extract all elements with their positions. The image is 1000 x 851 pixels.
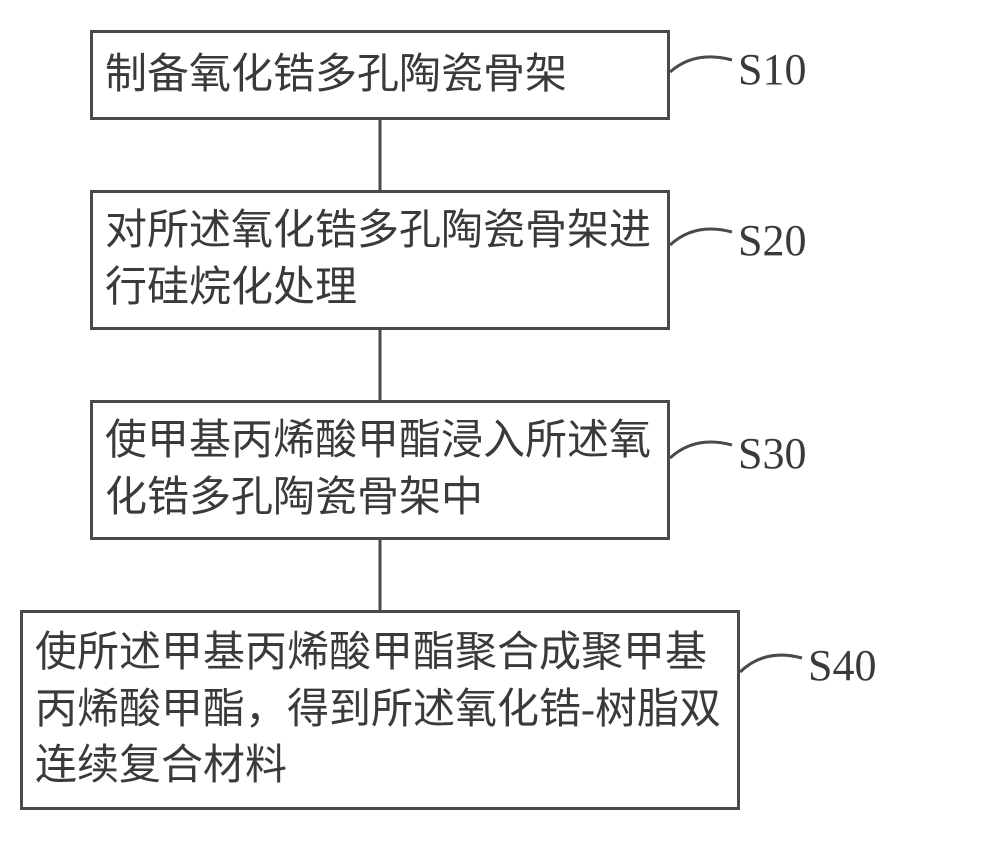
flow-step-s20: 对所述氧化锆多孔陶瓷骨架进行硅烷化处理: [90, 190, 670, 330]
flow-step-text: 使甲基丙烯酸甲酯浸入所述氧化锆多孔陶瓷骨架中: [105, 413, 655, 526]
flow-step-text: 制备氧化锆多孔陶瓷骨架: [105, 47, 567, 104]
flow-step-label-s20: S20: [738, 215, 806, 266]
flow-step-text: 使所述甲基丙烯酸甲酯聚合成聚甲基丙烯酸甲酯，得到所述氧化锆-树脂双连续复合材料: [35, 625, 725, 795]
flow-step-s40: 使所述甲基丙烯酸甲酯聚合成聚甲基丙烯酸甲酯，得到所述氧化锆-树脂双连续复合材料: [20, 610, 740, 810]
flow-step-s10: 制备氧化锆多孔陶瓷骨架: [90, 30, 670, 120]
flow-step-text: 对所述氧化锆多孔陶瓷骨架进行硅烷化处理: [105, 203, 655, 316]
flow-step-label-s40: S40: [808, 640, 876, 691]
flow-step-label-s10: S10: [738, 44, 806, 95]
flow-step-s30: 使甲基丙烯酸甲酯浸入所述氧化锆多孔陶瓷骨架中: [90, 400, 670, 540]
flow-step-label-s30: S30: [738, 428, 806, 479]
